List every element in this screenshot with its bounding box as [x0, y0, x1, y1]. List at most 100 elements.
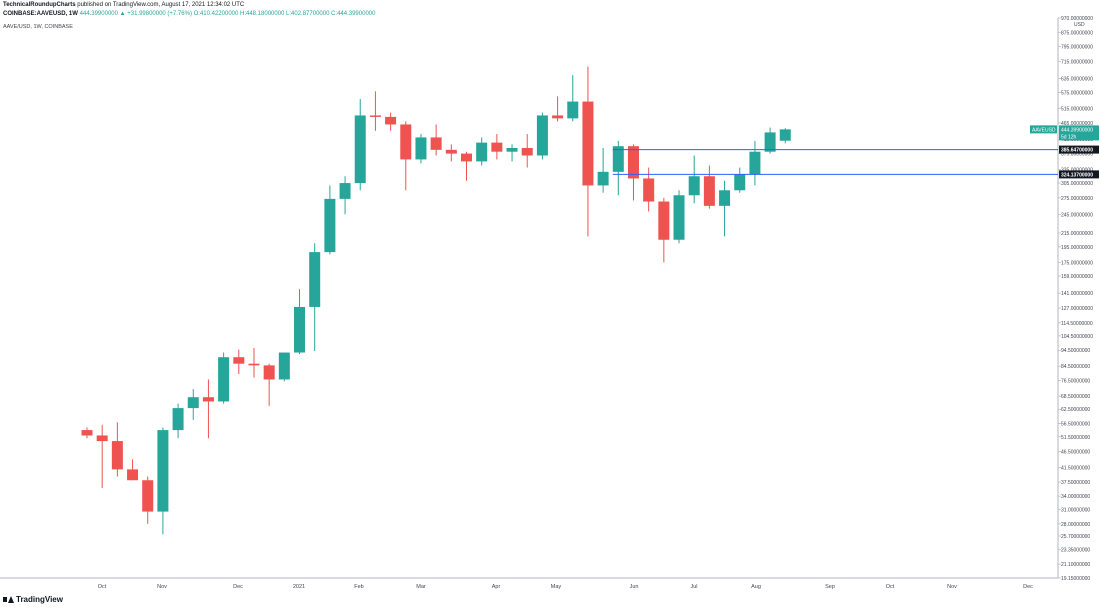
candle-body: [461, 153, 472, 162]
bar-countdown-label: 5d 12h: [1061, 134, 1077, 140]
symbol-tag-label: AAVEUSD: [1032, 127, 1056, 133]
x-tick-label: Oct: [98, 584, 107, 590]
candle-body: [324, 198, 336, 253]
x-tick-label: Nov: [947, 584, 957, 590]
x-tick-label: Jun: [630, 584, 639, 590]
publish-info: TechnicalRoundupCharts published on Trad…: [3, 2, 244, 8]
x-tick-label: Feb: [354, 584, 363, 590]
candle-body: [703, 176, 715, 206]
y-tick-label: 375.00000000: [1061, 152, 1093, 158]
level-price-tag: [1059, 145, 1099, 154]
y-tick-label: 25.70000000: [1061, 534, 1090, 540]
candle-body: [385, 116, 397, 125]
y-tick-label: 56.50000000: [1061, 422, 1090, 428]
candle-body: [278, 352, 290, 380]
quote-change: 444.39900000 ▲ +31.99800000 (+7.76%): [79, 11, 192, 17]
candle-body: [202, 397, 214, 402]
x-tick-label: Sep: [825, 584, 835, 590]
y-tick-label: 465.00000000: [1061, 121, 1093, 127]
x-tick-label: Jul: [690, 584, 697, 590]
y-tick-label: 31.00000000: [1061, 507, 1090, 513]
ohlc-values: O:410.42200000 H:448.18000000 L:402.8770…: [193, 11, 376, 17]
candle-body: [597, 171, 609, 186]
y-tick-label: 104.50000000: [1061, 334, 1093, 340]
candle-body: [369, 115, 381, 117]
candle-body: [142, 480, 154, 512]
y-tick-label: 715.00000000: [1061, 60, 1093, 66]
y-tick-label: 51.50000000: [1061, 435, 1090, 441]
y-tick-label: 21.10000000: [1061, 562, 1090, 568]
y-tick-label: 245.00000000: [1061, 212, 1093, 218]
y-tick-label: 305.00000000: [1061, 181, 1093, 187]
y-tick-label: 875.00000000: [1061, 31, 1093, 37]
x-tick-label: May: [551, 584, 562, 590]
x-tick-label: Mar: [416, 584, 426, 590]
tradingview-logo-icon: [3, 596, 14, 603]
y-tick-label: 175.00000000: [1061, 260, 1093, 266]
candle-body: [339, 183, 351, 199]
candle-body: [734, 174, 746, 191]
candle-body: [400, 124, 412, 160]
candle-body: [582, 101, 594, 186]
candle-body: [536, 115, 548, 156]
level-price-label: 324.13700000: [1061, 172, 1093, 178]
candle-body: [96, 435, 108, 442]
y-tick-label: 141.00000000: [1061, 291, 1093, 297]
y-tick-label: 515.00000000: [1061, 106, 1093, 112]
symbol-label: COINBASE:AAVEUSD, 1W: [3, 11, 78, 17]
footer-brand: TradingView: [3, 595, 63, 604]
y-tick-label: 68.50000000: [1061, 394, 1090, 400]
x-tick-label: Nov: [157, 584, 167, 590]
y-tick-label: 575.00000000: [1061, 91, 1093, 97]
x-tick-label: Dec: [1023, 584, 1033, 590]
y-tick-label: 19.15000000: [1061, 576, 1090, 582]
candle-body: [658, 201, 670, 240]
level-price-tag: [1059, 170, 1099, 179]
x-tick-label: Dec: [233, 584, 243, 590]
y-tick-label: 127.00000000: [1061, 306, 1093, 312]
candle-body: [491, 142, 503, 152]
x-tick-label: Aug: [751, 584, 761, 590]
publish-date: published on TradingView.com, August 17,…: [77, 2, 245, 8]
candle-body: [764, 132, 776, 152]
y-tick-label: 195.00000000: [1061, 245, 1093, 251]
candle-body: [779, 129, 791, 141]
brand-text: TradingView: [16, 595, 63, 604]
y-tick-label: 76.50000000: [1061, 378, 1090, 384]
x-tick-label: Oct: [886, 584, 895, 590]
candle-body: [430, 137, 442, 150]
y-axis-unit: USD: [1074, 22, 1085, 28]
candle-body: [476, 142, 488, 162]
y-tick-label: 795.00000000: [1061, 44, 1093, 50]
y-tick-label: 84.50000000: [1061, 364, 1090, 370]
candle-body: [111, 441, 123, 470]
publisher-name: TechnicalRoundupCharts: [3, 2, 76, 8]
candle-body: [506, 147, 518, 152]
candle-body: [81, 430, 93, 436]
candle-body: [233, 357, 245, 364]
y-tick-label: 114.50000000: [1061, 321, 1093, 327]
symbol-quote-line: COINBASE:AAVEUSD, 1W 444.39900000 ▲ +31.…: [3, 11, 375, 17]
y-tick-label: 159.00000000: [1061, 274, 1093, 280]
candle-body: [643, 178, 655, 202]
y-tick-label: 62.50000000: [1061, 407, 1090, 413]
candle-body: [218, 357, 230, 402]
candle-body: [749, 151, 761, 175]
candle-body: [567, 101, 579, 119]
candle-body: [354, 115, 366, 184]
y-tick-label: 94.50000000: [1061, 348, 1090, 354]
y-tick-label: 970.00000000: [1061, 16, 1093, 22]
candle-body: [445, 149, 457, 154]
y-tick-label: 23.35000000: [1061, 548, 1090, 554]
y-tick-label: 215.00000000: [1061, 231, 1093, 237]
y-tick-label: 28.00000000: [1061, 522, 1090, 528]
last-price-label: 444.39900000: [1061, 127, 1093, 133]
x-tick-label: Apr: [492, 584, 501, 590]
chart-title: AAVE/USD, 1W, COINBASE: [3, 24, 73, 30]
y-tick-label: 37.50000000: [1061, 480, 1090, 486]
symbol-tag: [1030, 125, 1057, 134]
candle-body: [127, 469, 139, 481]
candle-body: [673, 195, 685, 240]
candle-body: [294, 306, 306, 353]
